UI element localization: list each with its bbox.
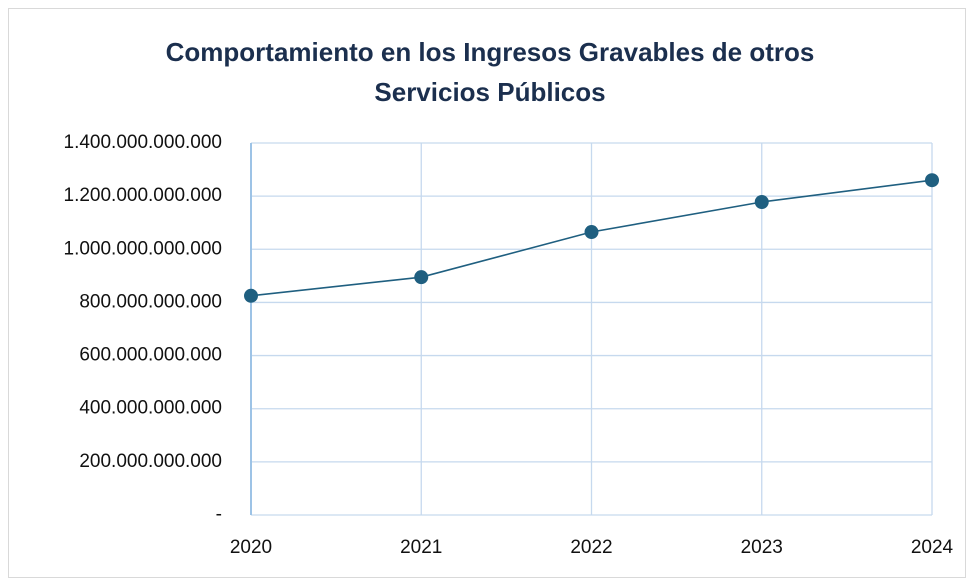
y-tick-label: 1.000.000.000.000 bbox=[64, 238, 223, 259]
data-point bbox=[754, 194, 769, 209]
data-point bbox=[925, 173, 939, 188]
y-tick-label: 600.000.000.000 bbox=[79, 345, 222, 366]
x-tick-label: 2024 bbox=[911, 537, 954, 558]
x-tick-label: 2022 bbox=[570, 537, 612, 558]
chart-title: Comportamiento en los Ingresos Gravables… bbox=[165, 37, 815, 107]
y-tick-label: 400.000.000.000 bbox=[79, 398, 222, 419]
x-tick-label: 2023 bbox=[741, 537, 783, 558]
y-tick-label: 200.000.000.000 bbox=[79, 451, 222, 472]
y-tick-label: 1.400.000.000.000 bbox=[64, 132, 223, 153]
data-point bbox=[584, 225, 599, 240]
y-tick-label: 800.000.000.000 bbox=[79, 291, 222, 312]
x-tick-label: 2021 bbox=[400, 537, 442, 558]
data-point bbox=[244, 288, 258, 303]
x-tick-label: 2020 bbox=[230, 537, 272, 558]
y-tick-label: - bbox=[216, 504, 222, 525]
data-point bbox=[414, 270, 429, 285]
y-tick-label: 1.200.000.000.000 bbox=[64, 185, 223, 206]
